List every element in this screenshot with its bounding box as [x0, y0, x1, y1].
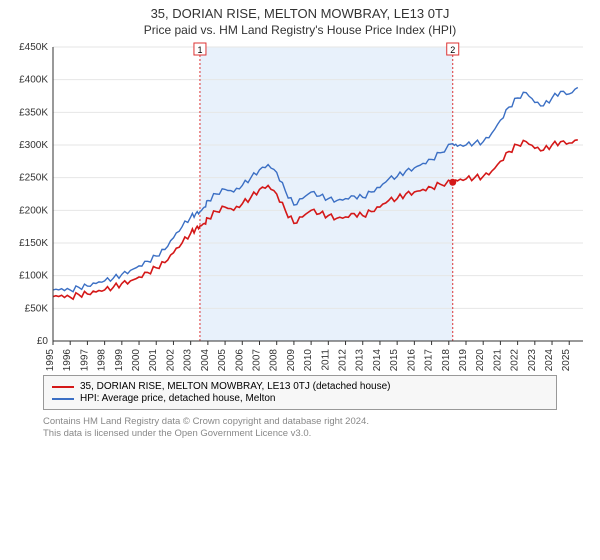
svg-text:2013: 2013 [355, 349, 366, 371]
svg-text:2001: 2001 [148, 349, 159, 371]
svg-text:2014: 2014 [372, 349, 383, 371]
svg-text:2006: 2006 [234, 349, 245, 371]
svg-text:2024: 2024 [544, 349, 555, 371]
svg-text:1: 1 [197, 45, 202, 55]
svg-text:1995: 1995 [45, 349, 56, 371]
svg-text:2020: 2020 [475, 349, 486, 371]
svg-text:2009: 2009 [286, 349, 297, 371]
svg-text:2005: 2005 [217, 349, 228, 371]
svg-text:£350K: £350K [19, 107, 48, 118]
chart-plot-area: £0 £50K £100K £150K £200K £250K £300K £350K £400… [8, 41, 592, 371]
svg-text:1997: 1997 [79, 349, 90, 371]
svg-text:2021: 2021 [492, 349, 503, 371]
attribution-line: This data is licensed under the Open Gov… [43, 428, 557, 440]
svg-text:1999: 1999 [114, 349, 125, 371]
svg-text:2004: 2004 [200, 349, 211, 371]
svg-text:2015: 2015 [389, 349, 400, 371]
legend-label: 35, DORIAN RISE, MELTON MOWBRAY, LE13 0T… [80, 381, 391, 392]
svg-text:2011: 2011 [320, 349, 331, 371]
svg-text:2012: 2012 [338, 349, 349, 371]
svg-text:2025: 2025 [561, 349, 572, 371]
svg-text:1998: 1998 [97, 349, 108, 371]
svg-text:2003: 2003 [183, 349, 194, 371]
svg-text:2019: 2019 [458, 349, 469, 371]
svg-text:£250K: £250K [19, 173, 48, 184]
legend-item: 35, DORIAN RISE, MELTON MOWBRAY, LE13 0T… [52, 381, 548, 392]
svg-text:2002: 2002 [165, 349, 176, 371]
svg-text:2018: 2018 [441, 349, 452, 371]
legend-item: HPI: Average price, detached house, Melt… [52, 393, 548, 404]
chart-svg: £0 £50K £100K £150K £200K £250K £300K £350K £400… [8, 41, 592, 371]
svg-text:£50K: £50K [25, 303, 49, 314]
svg-text:2022: 2022 [510, 349, 521, 371]
svg-text:2000: 2000 [131, 349, 142, 371]
svg-text:£0: £0 [37, 336, 49, 347]
svg-text:£450K: £450K [19, 42, 48, 53]
svg-text:2008: 2008 [269, 349, 280, 371]
attribution: Contains HM Land Registry data © Crown c… [43, 416, 557, 441]
chart-title: 35, DORIAN RISE, MELTON MOWBRAY, LE13 0T… [8, 6, 592, 21]
chart-subtitle: Price paid vs. HM Land Registry's House … [8, 23, 592, 37]
svg-text:2023: 2023 [527, 349, 538, 371]
svg-text:2007: 2007 [251, 349, 262, 371]
legend-label: HPI: Average price, detached house, Melt… [80, 393, 276, 404]
svg-text:£100K: £100K [19, 271, 48, 282]
attribution-line: Contains HM Land Registry data © Crown c… [43, 416, 557, 428]
svg-text:2017: 2017 [424, 349, 435, 371]
svg-text:£150K: £150K [19, 238, 48, 249]
chart-container: 35, DORIAN RISE, MELTON MOWBRAY, LE13 0T… [0, 0, 600, 560]
svg-text:2010: 2010 [303, 349, 314, 371]
svg-text:2016: 2016 [406, 349, 417, 371]
svg-text:£400K: £400K [19, 75, 48, 86]
svg-text:£300K: £300K [19, 140, 48, 151]
svg-text:2: 2 [450, 45, 455, 55]
svg-text:1996: 1996 [62, 349, 73, 371]
legend-swatch [52, 386, 74, 388]
legend-swatch [52, 398, 74, 400]
svg-text:£200K: £200K [19, 205, 48, 216]
chart-legend: 35, DORIAN RISE, MELTON MOWBRAY, LE13 0T… [43, 375, 557, 410]
